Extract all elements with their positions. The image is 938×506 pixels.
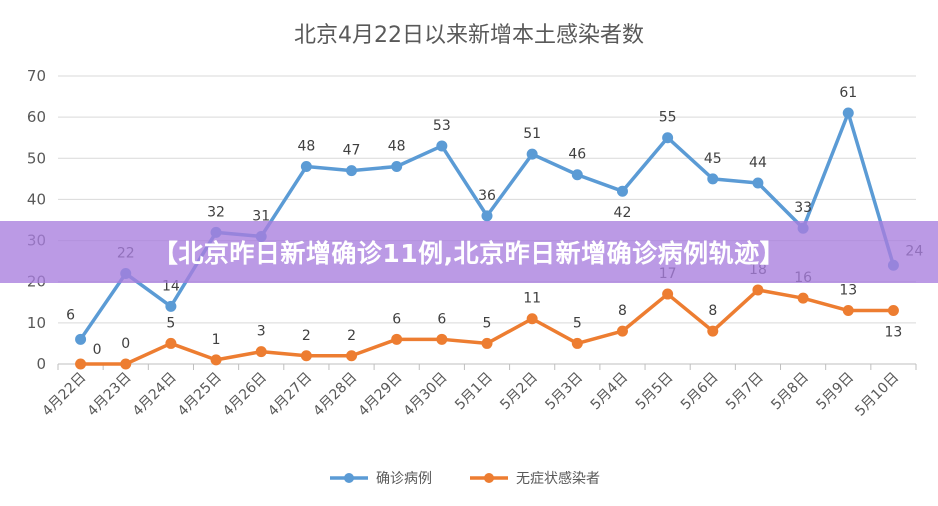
x-tick-label: 5月4日: [588, 370, 632, 414]
data-point: [165, 337, 177, 349]
x-tick-label: 4月29日: [355, 370, 405, 420]
data-label: 5: [166, 315, 175, 331]
data-label: 0: [121, 336, 130, 352]
legend-label: 无症状感染者: [516, 470, 600, 487]
legend-label: 确诊病例: [376, 471, 432, 487]
x-tick-label: 4月24日: [130, 370, 180, 420]
data-label: 53: [433, 118, 451, 134]
data-point: [75, 333, 87, 345]
y-tick-label: 70: [27, 67, 46, 85]
data-label: 45: [704, 151, 722, 167]
data-point: [616, 325, 628, 337]
data-point: [391, 333, 403, 345]
data-label: 51: [523, 126, 541, 142]
data-point: [752, 284, 764, 296]
y-tick-label: 0: [36, 355, 46, 373]
data-point: [526, 313, 538, 325]
data-point: [346, 350, 358, 362]
x-tick-label: 5月3日: [542, 370, 586, 414]
data-point: [707, 173, 719, 185]
headline-text: 【北京昨日新增确诊11例,北京昨日新增确诊病例轨迹】: [152, 239, 786, 268]
legend-swatch-marker: [484, 473, 494, 483]
x-tick-label: 4月22日: [39, 370, 89, 420]
data-point: [210, 354, 222, 366]
data-point: [255, 346, 267, 358]
data-point: [887, 305, 899, 317]
data-label: 46: [568, 147, 586, 163]
data-point: [662, 132, 674, 144]
data-label: 13: [839, 283, 857, 299]
data-point: [842, 107, 854, 119]
data-label: 0: [93, 342, 102, 358]
data-label: 2: [302, 328, 311, 344]
x-tick-label: 5月6日: [678, 370, 722, 414]
x-tick-label: 5月9日: [813, 370, 857, 414]
data-label: 13: [885, 325, 903, 341]
x-tick-label: 4月23日: [85, 370, 135, 420]
data-label: 47: [343, 143, 361, 159]
x-tick-label: 4月25日: [175, 370, 225, 420]
x-tick-label: 4月28日: [310, 370, 360, 420]
x-tick-label: 4月27日: [265, 370, 315, 420]
data-point: [571, 169, 583, 181]
x-tick-label: 5月1日: [452, 370, 496, 414]
data-label: 48: [388, 139, 406, 155]
data-point: [346, 165, 358, 177]
data-point: [481, 337, 493, 349]
data-label: 44: [749, 155, 767, 171]
data-label: 1: [212, 332, 221, 348]
data-point: [571, 337, 583, 349]
data-point: [797, 292, 809, 304]
y-tick-label: 50: [27, 149, 46, 167]
data-point: [165, 300, 177, 312]
data-point: [752, 177, 764, 189]
data-label: 36: [478, 188, 496, 204]
data-point: [707, 325, 719, 337]
x-tick-label: 4月30日: [401, 370, 451, 420]
data-label: 61: [839, 85, 857, 101]
data-label: 8: [708, 303, 717, 319]
data-label: 55: [659, 110, 677, 126]
data-point: [120, 358, 132, 370]
data-point: [436, 333, 448, 345]
data-label: 8: [618, 303, 627, 319]
data-point: [300, 350, 312, 362]
data-label: 6: [392, 311, 401, 327]
data-point: [391, 161, 403, 173]
x-tick-label: 5月10日: [852, 370, 902, 420]
data-label: 42: [614, 205, 632, 221]
data-label: 5: [573, 315, 582, 331]
data-label: 11: [523, 291, 541, 307]
data-label: 3: [257, 324, 266, 340]
y-tick-label: 40: [27, 190, 46, 208]
data-point: [300, 161, 312, 173]
data-label: 31: [252, 208, 270, 224]
x-tick-label: 4月26日: [220, 370, 270, 420]
data-label: 2: [347, 328, 356, 344]
data-point: [526, 148, 538, 160]
data-label: 5: [483, 315, 492, 331]
x-tick-label: 5月2日: [497, 370, 541, 414]
y-tick-label: 10: [27, 314, 46, 332]
data-label: 48: [297, 139, 315, 155]
x-tick-label: 5月7日: [723, 370, 767, 414]
chart-title: 北京4月22日以来新增本土感染者数: [294, 23, 644, 48]
data-label: 32: [207, 204, 225, 220]
data-point: [481, 210, 493, 222]
y-tick-label: 60: [27, 108, 46, 126]
data-label: 6: [66, 307, 75, 323]
legend: 确诊病例 无症状感染者: [330, 470, 600, 487]
x-tick-label: 5月8日: [768, 370, 812, 414]
headline-banner: 【北京昨日新增确诊11例,北京昨日新增确诊病例轨迹】: [0, 221, 938, 283]
data-point: [75, 358, 87, 370]
x-tick-label: 5月5日: [633, 370, 677, 414]
data-label: 6: [437, 311, 446, 327]
data-point: [842, 305, 854, 317]
data-point: [662, 288, 674, 300]
data-point: [436, 140, 448, 152]
legend-swatch-marker: [344, 473, 354, 483]
data-point: [616, 185, 628, 197]
data-label: 33: [794, 200, 812, 216]
